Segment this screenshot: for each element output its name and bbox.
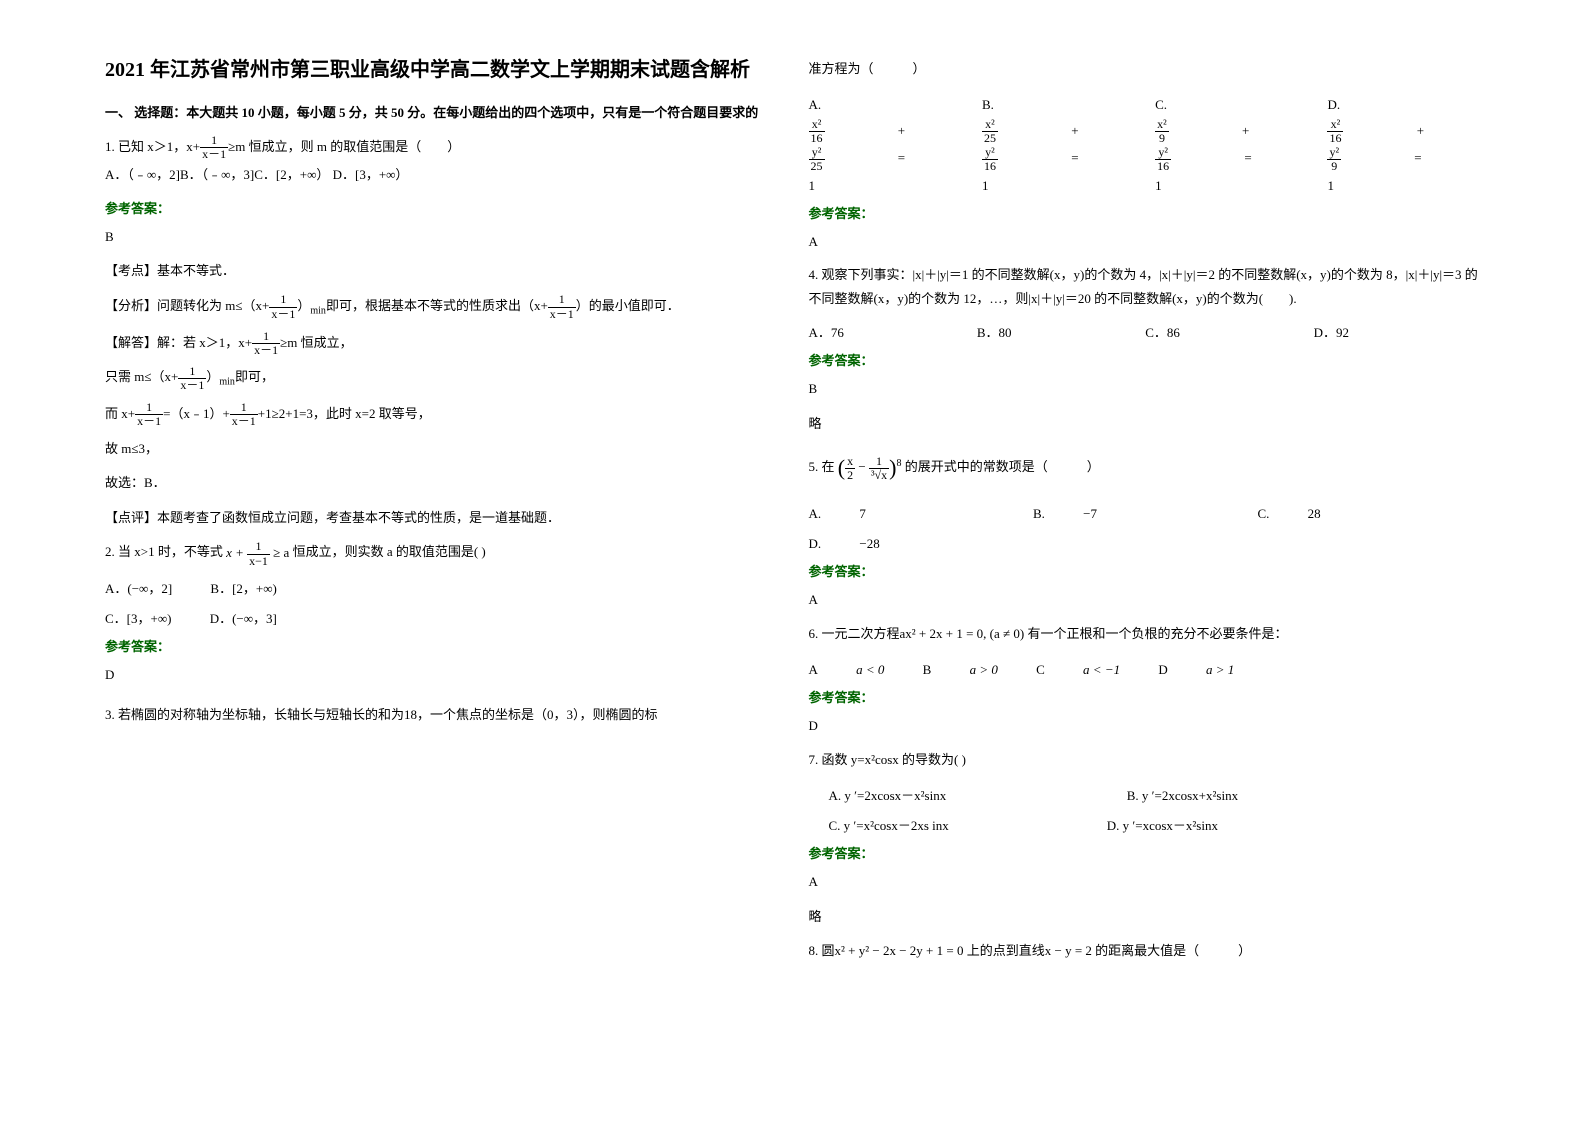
question-2: 2. 当 x>1 时，不等式 x + 1x−1 ≥ a 恒成立，则实数 a 的取… — [105, 538, 779, 567]
q1-jieda-1: 【解答】解：若 x＞1，x+1x－1≥m 恒成立， — [105, 329, 779, 358]
q7-lue: 略 — [809, 903, 1483, 932]
q1-jieda-2: 只需 m≤（x+1x－1）min即可， — [105, 363, 779, 394]
q1-kaodian: 【考点】基本不等式． — [105, 257, 779, 286]
page-title: 2021 年江苏省常州市第三职业高级中学高二数学文上学期期末试题含解析 — [105, 55, 779, 85]
answer-label-6: 参考答案： — [809, 687, 1483, 706]
q1-options: A．（﹣∞，2]B．（﹣∞，3]C．[2，+∞） D．[3，+∞） — [105, 161, 779, 190]
answer-label-4: 参考答案： — [809, 350, 1483, 369]
q5-options-row2: D. −28 — [809, 531, 1483, 557]
question-5: 5. 在 (x2 − 1³√x)8 的展开式中的常数项是（ ） — [809, 444, 1483, 492]
q4-options: A．76 B．80 C．86 D．92 — [809, 320, 1483, 346]
q2-formula: x + 1x−1 ≥ a — [226, 539, 289, 568]
q1-text-b: ≥m 恒成立，则 m 的取值范围是（ ） — [228, 139, 460, 154]
section-header: 一、 选择题：本大题共 10 小题，每小题 5 分，共 50 分。在每小题给出的… — [105, 103, 779, 123]
q2-options-row2: C．[3，+∞) D．(−∞，3] — [105, 606, 779, 632]
q4-answer: B — [809, 375, 1483, 404]
q3-options: A. x²16 + y²25 = 1 B. x²25 + y²16 = 1 C.… — [809, 92, 1483, 199]
right-column: 准方程为（ ） A. x²16 + y²25 = 1 B. x²25 + y²1… — [794, 55, 1498, 1067]
question-4: 4. 观察下列事实：|x|＋|y|＝1 的不同整数解(x，y)的个数为 4，|x… — [809, 263, 1483, 312]
q5-options-row1: A. 7 B. −7 C. 28 — [809, 501, 1483, 527]
answer-label-7: 参考答案： — [809, 843, 1483, 862]
answer-label-2: 参考答案： — [105, 636, 779, 655]
q2-answer: D — [105, 661, 779, 690]
q4-lue: 略 — [809, 410, 1483, 439]
answer-label-5: 参考答案： — [809, 561, 1483, 580]
q5-answer: A — [809, 586, 1483, 615]
question-1: 1. 已知 x＞1，x+1x－1≥m 恒成立，则 m 的取值范围是（ ） A．（… — [105, 133, 779, 190]
question-7: 7. 函数 y=x²cosx 的导数为( ) — [809, 746, 1483, 775]
q1-text-a: 1. 已知 x＞1，x+ — [105, 139, 200, 154]
q7-options-row2: C. y ′=x²cosx－2xs inx D. y ′=xcosx－x²sin… — [809, 813, 1483, 839]
answer-label-1: 参考答案： — [105, 198, 779, 217]
q2-options-row1: A．(−∞，2] B．[2，+∞) — [105, 576, 779, 602]
q1-jieda-5: 故选：B． — [105, 469, 779, 498]
q1-jieda-3: 而 x+1x－1=（x﹣1）+1x－1+1≥2+1=3，此时 x=2 取等号， — [105, 400, 779, 429]
q1-fenxi: 【分析】问题转化为 m≤（x+1x－1）min即可，根据基本不等式的性质求出（x… — [105, 292, 779, 323]
left-column: 2021 年江苏省常州市第三职业高级中学高二数学文上学期期末试题含解析 一、 选… — [90, 55, 794, 1067]
question-3-partial: 3. 若椭圆的对称轴为坐标轴，长轴长与短轴长的和为18，一个焦点的坐标是（0，3… — [105, 701, 779, 730]
question-3-cont: 准方程为（ ） — [809, 55, 1483, 84]
question-8: 8. 圆x² + y² − 2x − 2y + 1 = 0 上的点到直线x − … — [809, 937, 1483, 966]
question-6: 6. 一元二次方程ax² + 2x + 1 = 0, (a ≠ 0) 有一个正根… — [809, 620, 1483, 649]
q3-answer: A — [809, 228, 1483, 257]
q7-answer: A — [809, 868, 1483, 897]
q1-jieda-4: 故 m≤3， — [105, 435, 779, 464]
q1-answer: B — [105, 223, 779, 252]
q1-dianping: 【点评】本题考查了函数恒成立问题，考查基本不等式的性质，是一道基础题． — [105, 504, 779, 533]
q7-options-row1: A. y ′=2xcosx－x²sinx B. y ′=2xcosx+x²sin… — [809, 783, 1483, 809]
q6-answer: D — [809, 712, 1483, 741]
q6-options: A a < 0 B a > 0 C a < −1 D a > 1 — [809, 657, 1483, 683]
answer-label-3: 参考答案： — [809, 203, 1483, 222]
